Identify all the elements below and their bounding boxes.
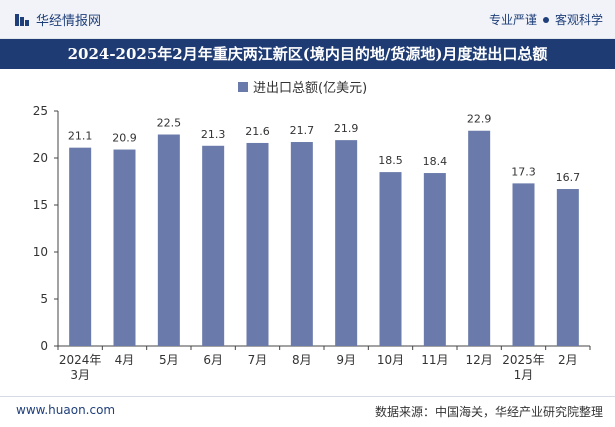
y-tick-label: 0 <box>40 339 48 353</box>
bar <box>335 140 358 346</box>
bar <box>246 142 269 346</box>
bar <box>113 149 136 346</box>
slogan-text-1: 专业严谨 <box>488 13 537 27</box>
brand-name: 华经情报网 <box>36 14 102 29</box>
y-tick-label: 15 <box>33 198 48 212</box>
y-tick-label: 20 <box>33 151 48 165</box>
x-tick-label: 2月 <box>558 353 578 367</box>
x-tick-label: 10月 <box>377 353 404 367</box>
slogan: 专业严谨 客观科学 <box>489 11 603 28</box>
data-label: 21.3 <box>201 128 226 141</box>
x-tick-label: 8月 <box>292 353 312 367</box>
logo-icon <box>15 13 29 26</box>
data-label: 17.3 <box>511 165 536 178</box>
x-tick-label: 4月 <box>115 353 135 367</box>
bar <box>69 147 92 346</box>
brand[interactable]: 华经情报网 <box>14 10 101 29</box>
footer-source: 数据来源：中国海关，华经产业研究院整理 <box>374 405 603 419</box>
data-label: 22.5 <box>157 117 182 130</box>
data-label: 21.9 <box>334 122 359 135</box>
x-tick-label: 5月 <box>159 353 179 367</box>
data-label: 21.1 <box>68 130 93 143</box>
slogan-text-2: 客观科学 <box>554 13 603 27</box>
chart-legend: 进出口总额(亿美元) <box>238 77 367 96</box>
x-tick-label: 7月 <box>248 353 268 367</box>
bar <box>423 173 446 346</box>
data-label: 21.7 <box>290 124 315 137</box>
x-tick-label: 2025年 1月 <box>502 353 545 382</box>
data-label: 22.9 <box>467 113 492 126</box>
data-label: 16.7 <box>556 171 581 184</box>
bar <box>556 189 579 346</box>
data-label: 18.4 <box>423 155 448 168</box>
data-label: 20.9 <box>112 132 137 145</box>
bar <box>379 172 402 346</box>
y-tick-label: 10 <box>33 245 48 259</box>
x-tick-label: 9月 <box>336 353 356 367</box>
footer-website[interactable]: www.huaon.com <box>16 403 116 417</box>
chart-title: 2024-2025年2月年重庆两江新区(境内目的地/货源地)月度进出口总额 <box>0 39 615 69</box>
x-tick-label: 11月 <box>421 353 448 367</box>
x-tick-label: 2024年 3月 <box>59 353 102 382</box>
top-bar: 华经情报网 专业严谨 客观科学 <box>0 0 615 39</box>
bar <box>157 134 180 346</box>
legend-swatch <box>238 81 248 92</box>
footer-divider <box>0 396 615 397</box>
data-label: 18.5 <box>378 154 403 167</box>
bar <box>202 145 225 346</box>
x-tick-label: 12月 <box>466 353 493 367</box>
bar <box>468 130 491 346</box>
y-tick-label: 5 <box>40 292 48 306</box>
y-tick-label: 25 <box>33 104 48 118</box>
legend-label: 进出口总额(亿美元) <box>253 81 368 96</box>
bullet-dot-icon <box>542 16 549 23</box>
bar <box>512 183 535 346</box>
bar <box>290 142 313 346</box>
x-tick-label: 6月 <box>203 353 223 367</box>
data-label: 21.6 <box>245 125 270 138</box>
